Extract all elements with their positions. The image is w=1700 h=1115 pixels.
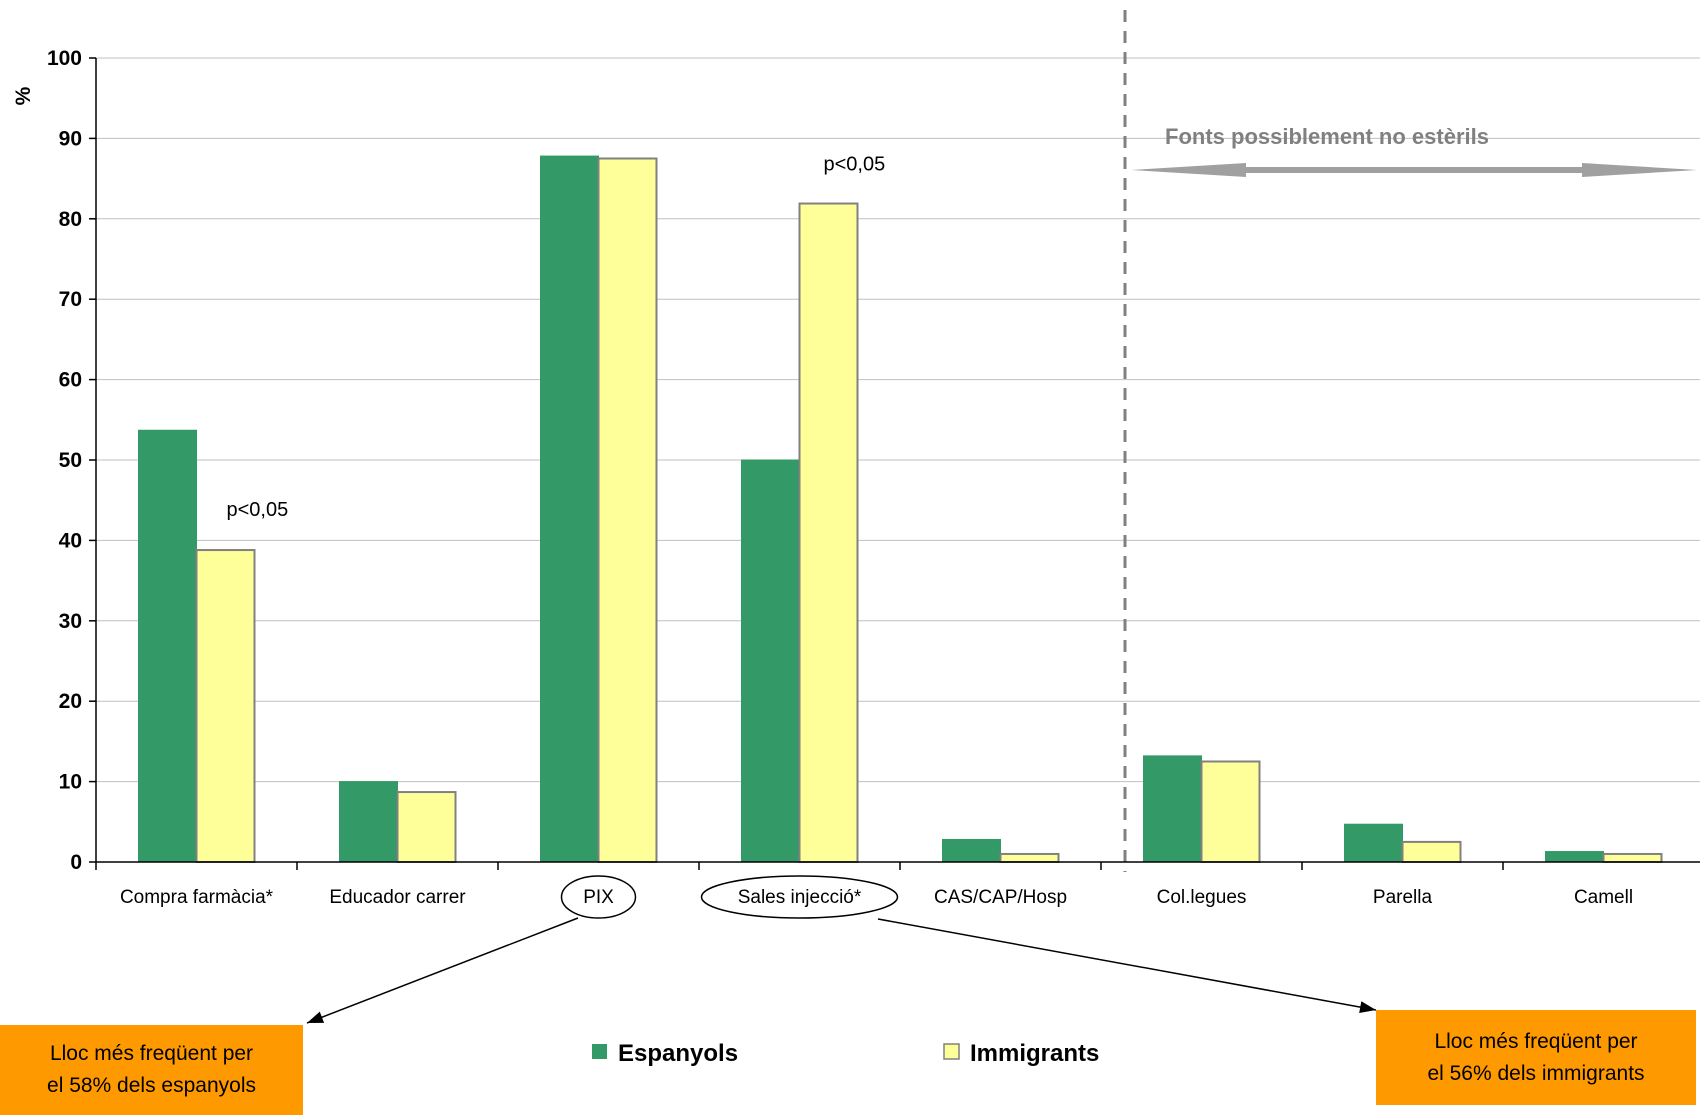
callout-left-line2: el 58% dels espanyols <box>47 1074 256 1097</box>
callout-left: Lloc més freqüent per el 58% dels espany… <box>0 1025 303 1115</box>
region-label: Fonts possiblement no estèrils <box>1165 124 1489 149</box>
x-tick-label: Compra farmàcia* <box>120 887 274 908</box>
callout-right-line1: Lloc més freqüent per <box>1434 1029 1638 1053</box>
x-tick-label: Sales injecció* <box>738 887 862 908</box>
legend-swatch-immigrants <box>943 1043 960 1060</box>
y-tick-label: 50 <box>59 449 82 472</box>
x-tick-label: Camell <box>1574 887 1633 908</box>
bar-immigrants <box>1200 760 1261 863</box>
y-tick-label: 80 <box>59 208 82 231</box>
highlight-ellipse-pix <box>560 875 637 919</box>
region-arrow-right-head <box>1582 163 1697 177</box>
callout-arrow-left-line <box>306 917 579 1024</box>
bar-immigrants <box>1602 852 1663 864</box>
x-tick-label: Parella <box>1373 887 1433 908</box>
bar-espanyols <box>1143 755 1202 863</box>
y-tick-label: 90 <box>59 127 82 150</box>
y-tick-label: 0 <box>70 851 82 874</box>
y-tick-label: 20 <box>59 690 82 713</box>
callout-left-line1: Lloc més freqüent per <box>49 1042 254 1065</box>
bar-immigrants <box>999 852 1060 864</box>
bar-espanyols <box>741 459 800 863</box>
bar-espanyols <box>540 155 599 863</box>
pvalue-annotation-1: p<0,05 <box>227 499 289 521</box>
region-divider <box>1123 10 1697 872</box>
callout-arrow-left-head <box>307 1011 325 1023</box>
axes <box>89 57 1700 870</box>
highlight-ellipses <box>560 875 899 919</box>
bar-immigrants <box>1401 840 1462 864</box>
bar-espanyols <box>1344 823 1403 863</box>
callout-right: Lloc més freqüent per el 56% dels immigr… <box>1376 1010 1696 1105</box>
bars <box>138 155 1663 864</box>
x-tick-label: CAS/CAP/Hosp <box>934 887 1067 908</box>
bar-immigrants <box>396 791 457 863</box>
y-tick-label: 10 <box>59 771 82 794</box>
y-tick-label: 100 <box>47 47 82 70</box>
legend: Espanyols Immigrants <box>592 1040 1099 1067</box>
y-axis-label: % <box>12 86 35 105</box>
bar-immigrants <box>195 549 256 863</box>
gridlines <box>96 57 1700 783</box>
y-tick-label: 40 <box>59 529 82 552</box>
y-tick-labels: 0 10 20 30 40 50 60 70 80 90 100 <box>47 47 82 874</box>
legend-label-espanyols: Espanyols <box>618 1040 738 1067</box>
y-tick-label: 70 <box>59 288 82 311</box>
bar-immigrants <box>597 157 658 863</box>
x-tick-label: PIX <box>583 887 614 908</box>
callout-arrow-right-line <box>877 918 1377 1011</box>
bar-espanyols <box>942 838 1001 863</box>
pvalue-annotation-2: p<0,05 <box>824 154 886 176</box>
y-tick-label: 30 <box>59 610 82 633</box>
callout-arrows <box>306 917 1377 1024</box>
callout-arrow-right-head <box>1359 1001 1376 1014</box>
x-tick-labels: Compra farmàcia* Educador carrer PIX Sales … <box>120 887 1633 908</box>
legend-label-immigrants: Immigrants <box>970 1040 1099 1067</box>
bar-immigrants <box>798 202 859 864</box>
x-tick-label: Educador carrer <box>329 887 466 908</box>
bar-espanyols <box>1545 851 1604 863</box>
legend-swatch-espanyols <box>592 1044 607 1059</box>
region-arrow-left-head <box>1131 163 1246 177</box>
callout-right-line2: el 56% dels immigrants <box>1427 1061 1645 1085</box>
bar-espanyols <box>339 781 398 863</box>
y-tick-label: 60 <box>59 369 82 392</box>
bar-espanyols <box>138 429 197 863</box>
x-tick-label: Col.legues <box>1157 887 1247 908</box>
highlight-ellipse-sales <box>700 875 899 919</box>
